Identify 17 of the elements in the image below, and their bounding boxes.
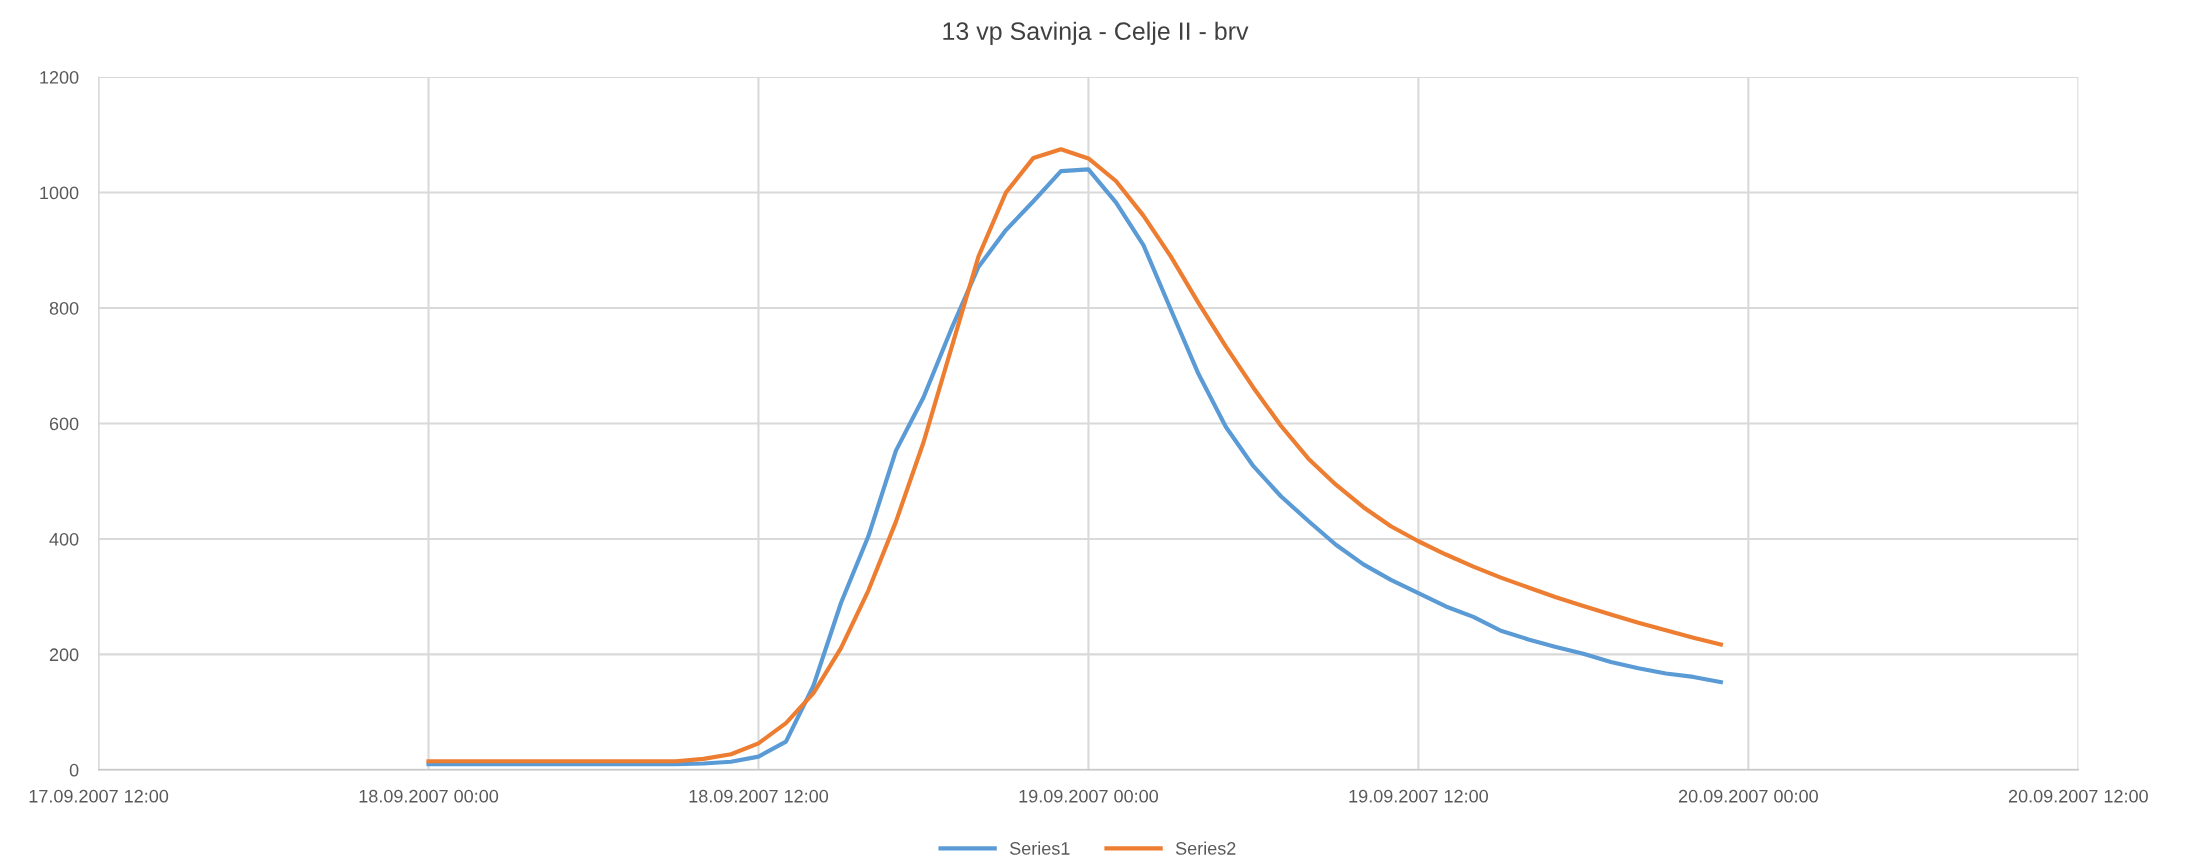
x-tick-label: 18.09.2007 00:00 <box>359 789 499 803</box>
y-tick-label: 800 <box>49 301 79 315</box>
chart-title: 13 vp Savinja - Celje II - brv <box>943 21 1249 45</box>
y-tick-label: 1200 <box>40 71 79 84</box>
legend-label: Series1 <box>1009 841 1070 855</box>
legend-label: Series2 <box>1175 841 1236 855</box>
x-tick-label: 20.09.2007 12:00 <box>2008 789 2148 803</box>
y-tick-label: 600 <box>49 417 79 431</box>
x-tick-label: 17.09.2007 12:00 <box>29 789 169 803</box>
y-tick-label: 200 <box>49 648 79 662</box>
x-tick-label: 19.09.2007 00:00 <box>1019 789 1159 803</box>
y-tick-label: 400 <box>49 532 79 546</box>
x-tick-label: 18.09.2007 12:00 <box>689 789 829 803</box>
x-tick-label: 19.09.2007 12:00 <box>1349 789 1488 803</box>
x-tick-label: 20.09.2007 00:00 <box>1678 789 1818 803</box>
y-tick-label: 1000 <box>40 186 79 200</box>
y-tick-label: 0 <box>69 763 79 777</box>
